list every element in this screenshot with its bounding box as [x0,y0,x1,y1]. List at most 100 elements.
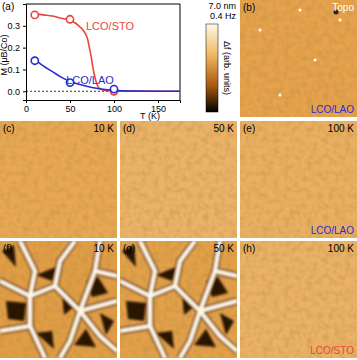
domain-wall [120,281,237,311]
panel-texture [120,241,237,358]
panel-image [0,121,117,238]
plot-area [26,11,180,95]
y-axis: 0.0 0.1 0.2 0.3 [7,5,26,101]
y-tick-label: 0.0 [7,87,20,97]
domain-wall [0,326,45,358]
y-tick: 0.1 [7,65,26,75]
y-tick-label: 0.3 [7,21,20,31]
x-tick-mark [114,100,115,103]
domain-dark [100,313,114,335]
y-tick-mark [23,69,26,70]
panel-texture [120,121,237,238]
series-line [35,14,180,91]
image-panel: (b)TopoLCO/LAO [240,0,357,117]
panel-image [0,241,117,358]
y-tick-mark [23,26,26,27]
panel-label: (d) [123,123,135,134]
domain-wall [175,241,195,286]
panel-texture [0,241,117,358]
x-tick-label: 50 [65,104,75,114]
domain-wall [148,296,152,326]
figure: 0501001500.00.10.20.3LCO/STOLCO/LAO(a)M … [0,0,357,360]
topo-speck [339,19,342,22]
panel-label: (e) [243,123,255,134]
series-marker [66,16,73,23]
image-panel: (c)10 K [0,121,117,238]
domain-wall [55,241,75,286]
panel-texture [240,0,357,117]
panel-image [120,121,237,238]
frame-right [180,4,181,100]
domain-wall [200,311,237,351]
x-tick: 50 [65,100,75,114]
topo-speck [279,94,282,97]
topo-speck [299,9,302,12]
series-line [35,59,180,92]
panel-label: (h) [243,243,255,254]
x-axis-line [27,101,181,104]
x-tick: 100 [107,100,122,114]
panel-label: (a) [2,1,14,12]
image-panel: (e) 100 K LCO/LAO [240,121,357,238]
y-tick-label: 0.2 [7,43,20,53]
panel-image [120,241,237,358]
domain-dark [220,313,234,335]
domain-wall [140,241,155,296]
panel-title: 10 K [93,243,114,254]
panel-label: (b) [243,2,255,13]
domain-wall [200,271,215,311]
x-tick: 0 [24,100,29,114]
image-panel: (h) 100 K LCO/STO [240,241,357,358]
series-marker [110,85,117,92]
domain-wall [180,311,200,358]
domain-wall [120,326,165,358]
domain-wall [140,241,155,296]
x-tick-label: 100 [107,104,122,114]
panel-sample: LCO/LAO [311,104,355,115]
panel-sample: LCO/LAO [311,225,355,236]
panel-title: 50 K [213,243,234,254]
image-panel: (d) 50 K [120,121,237,238]
panel-image [240,121,357,238]
domain-dark [6,301,26,321]
y-tick: 0.2 [7,43,26,53]
x-tick-label: 0 [24,104,29,114]
panel-sample: LCO/STO [310,345,354,356]
y-axis-title: M (μB/Co) [0,34,9,75]
y-tick-label: 0.1 [7,65,20,75]
colorbar-title: Δf (arb. units) [222,41,232,95]
colorbar [206,24,218,112]
domain-wall [80,311,117,351]
colorbar-label: 0.4 Hz [210,11,237,21]
panel-label: (g) [123,243,135,254]
domain-wall [27,296,34,326]
domain-wall [200,271,215,311]
x-axis-title: T (K) [140,111,160,121]
topo-speck [314,59,317,62]
x-tick-mark [70,100,71,103]
panel-image [240,0,357,117]
panel-texture [240,121,357,238]
domain-wall [175,241,195,286]
panel-image [240,241,357,358]
panel-title: 50 K [213,123,234,134]
domain-wall [60,311,80,358]
colorbar-label: 7.0 nm [208,1,236,11]
panel-texture [0,121,117,238]
y-tick: 0.0 [7,87,26,97]
frame-top [26,4,180,5]
domain-wall [20,241,35,296]
domain-wall [20,241,35,296]
domain-wall [147,296,154,326]
series-label: LCO/STO [86,20,135,32]
panel-label: (f) [3,243,12,254]
y-tick-mark [23,91,26,92]
panel-title: 100 K [328,123,354,134]
domain-wall [180,311,200,358]
domain-wall [55,241,75,286]
panel-texture [240,241,357,358]
panel-title: 100 K [328,243,354,254]
domain-wall [60,311,80,358]
domain-wall [80,271,95,311]
series-label: LCO/LAO [66,74,114,86]
